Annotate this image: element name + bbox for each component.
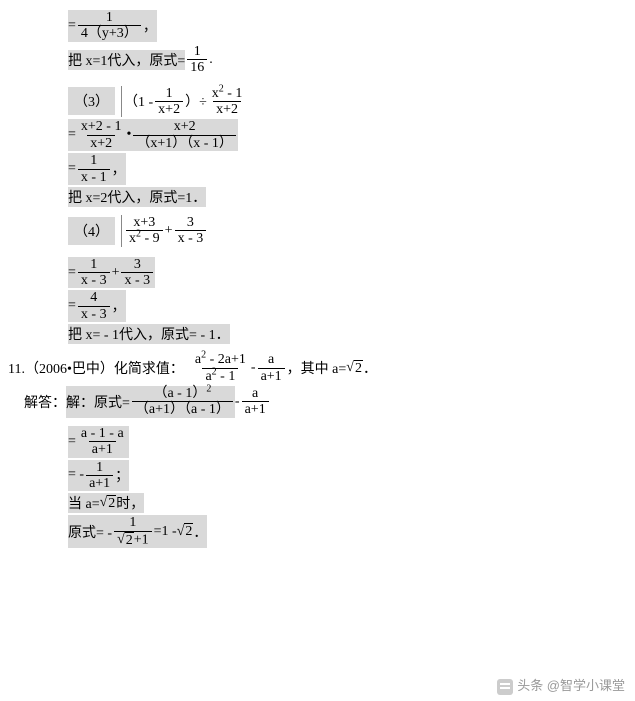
text: • [126,127,131,143]
text: 时， [116,493,144,513]
problem-label: （4） [68,217,115,245]
fraction: a - 1 - a a+1 [78,426,127,458]
fraction: a a+1 [242,386,269,418]
fraction: x+3 x2 - 9 [126,215,163,247]
text: = [68,298,76,314]
text: = [68,18,76,34]
math-line: = 4 x - 3 ， [4,290,635,322]
text: + [112,265,120,281]
text: 解：原式= [66,392,130,412]
question-line: 11.（2006•巴中）化简求值： a2 - 2a+1 a2 - 1 - a a… [4,352,635,384]
toutiao-icon [497,679,513,695]
text: + [165,223,173,239]
text: = [68,127,76,143]
problem-label: （3） [68,87,115,115]
sqrt: 2 [346,360,363,377]
text: ． [193,522,207,542]
text: ， [112,159,126,179]
math-line: 当 a= 2 时， [4,493,635,513]
answer-label: 解答： [24,392,66,412]
text: = [68,265,76,281]
text: - [235,394,240,410]
fraction: x+2 - 1 x+2 [78,119,125,151]
text: = [68,161,76,177]
text: ， [143,16,157,36]
fraction: x+2 （x+1）（x - 1） [133,119,236,151]
text: ）÷ [185,91,207,111]
text: （1 - [124,91,153,111]
math-line: = a - 1 - a a+1 [4,426,635,458]
math-line: 把 x= - 1代入，原式= - 1． [4,324,635,344]
math-line: 把 x=1代入，原式= 1 16 . [4,44,635,76]
math-line: = 1 x - 1 ， [4,153,635,185]
math-line: （3） （1 - 1 x+2 ）÷ x2 - 1 x+2 [4,86,635,118]
fraction: 1 x - 1 [78,153,110,185]
fraction: 1 4（y+3） [78,10,141,42]
answer-label-line: 解答： 解：原式= （a - 1）2 （a+1）（a - 1） - a a+1 [4,386,635,418]
fraction: a a+1 [258,352,285,384]
fraction: 1 16 [187,44,207,76]
document-content: = 1 4（y+3） ， 把 x=1代入，原式= 1 16 . （3） （1 -… [0,0,635,548]
sqrt: 2 [177,523,194,540]
text: ． [363,358,377,378]
math-line: = - 1 a+1 ； [4,460,635,492]
math-line: （4） x+3 x2 - 9 + 3 x - 3 [4,215,635,247]
math-line: = x+2 - 1 x+2 • x+2 （x+1）（x - 1） [4,119,635,151]
math-line: = 1 x - 3 + 3 x - 3 [4,257,635,289]
watermark-text: 头条 @智学小课堂 [517,678,625,693]
fraction: a2 - 2a+1 a2 - 1 [192,352,249,384]
math-line: 原式= - 1 2+1 =1 - 2 ． [4,515,635,548]
text: =1 - [154,524,177,540]
fraction: x2 - 1 x+2 [209,86,246,118]
fraction: 3 x - 3 [175,215,207,247]
text: 当 a= [68,493,100,513]
watermark-footer: 头条 @智学小课堂 [497,675,625,695]
fraction: （a - 1）2 （a+1）（a - 1） [132,386,233,418]
text: 把 x=2代入，原式=1． [68,187,206,207]
text: ，其中 a= [287,358,347,378]
text: = - [68,467,84,483]
fraction: 4 x - 3 [78,290,110,322]
fraction: 1 a+1 [86,460,113,492]
sqrt: 2 [100,495,117,512]
fraction: 1 x - 3 [78,257,110,289]
text: 把 x=1代入，原式= [68,50,185,70]
text: 原式= - [68,522,112,542]
text: - [251,360,256,376]
text: = [68,434,76,450]
sqrt: 2 [117,532,134,548]
text: 把 x= - 1代入，原式= - 1． [68,324,230,344]
text: ； [115,465,129,485]
text: . [209,52,213,68]
fraction: 3 x - 3 [121,257,153,289]
text: 11.（2006•巴中）化简求值： [8,358,184,378]
math-line: 把 x=2代入，原式=1． [4,187,635,207]
fraction: 1 x+2 [155,86,183,118]
text: ， [112,296,126,316]
math-line: = 1 4（y+3） ， [4,10,635,42]
fraction: 1 2+1 [114,515,152,548]
